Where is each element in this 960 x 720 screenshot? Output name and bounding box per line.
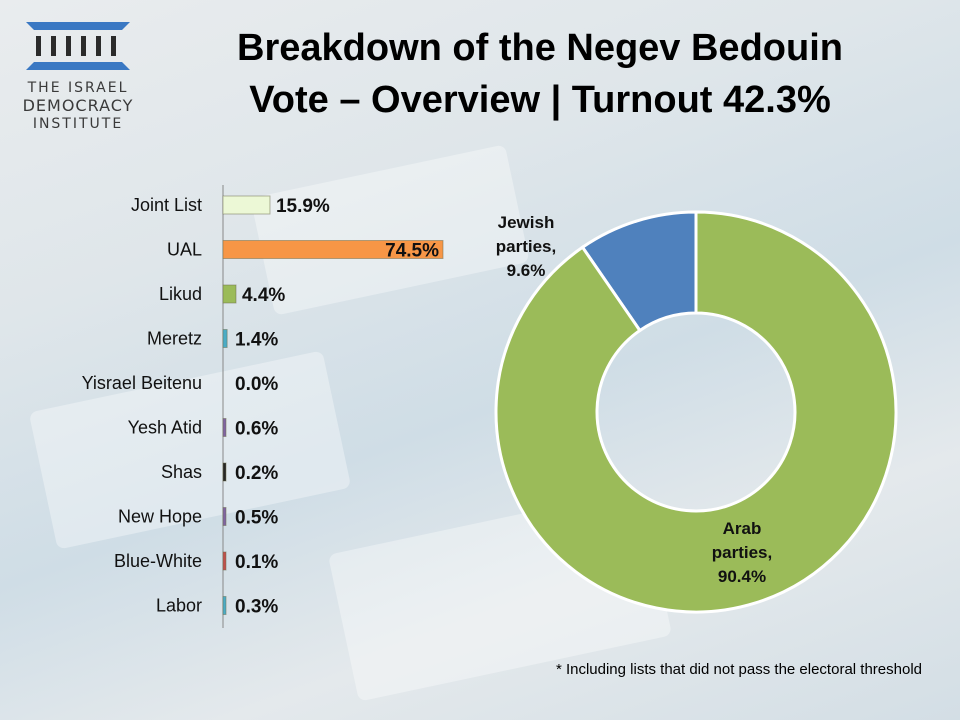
bar-yesh-atid [222,418,227,437]
bar-value-label: 0.5% [235,508,278,529]
title-line-2: Vote – Overview | Turnout 42.3% [249,79,831,121]
bar-category-label: Yesh Atid [128,418,202,438]
bar-likud [222,284,237,304]
bar-value-label: 0.3% [235,597,278,618]
donut-label: parties, [712,543,772,562]
bar-ual [222,240,444,259]
bar-value-label: 0.2% [235,463,278,484]
bar-blue-white [222,551,227,571]
bar-value-label: 0.6% [235,419,278,440]
bar-value-label: 15.9% [276,196,330,217]
bar-value-label: 4.4% [242,285,285,306]
title-line-1: Breakdown of the Negev Bedouin [237,27,843,69]
bar-new-hope [222,507,227,526]
bar-category-label: Shas [161,462,202,482]
bar-value-label: 1.4% [235,330,278,351]
bar-labor [222,596,227,615]
donut-label: 9.6% [507,261,546,280]
bar-category-label: Likud [159,284,202,304]
bar-meretz [222,329,228,348]
bar-shas [222,462,227,482]
bar-category-label: New Hope [118,507,202,527]
bar-category-label: UAL [167,240,202,260]
bar-category-label: Joint List [131,195,202,215]
bar-value-label: 0.1% [235,552,278,573]
donut-label: Arab [723,519,762,538]
bar-joint-list [222,195,271,215]
donut-label: 90.4% [718,567,766,586]
bar-category-label: Blue-White [114,551,202,571]
logo-line-1: THE ISRAEL [27,80,129,96]
donut-label: parties, [496,237,556,256]
bar-value-label: 74.5% [385,241,439,262]
logo-line-2: DEMOCRACY [22,96,134,115]
logo-line-3: INSTITUTE [32,116,124,132]
bar-value-label: 0.0% [235,374,278,395]
page-title: Breakdown of the Negev Bedouin Vote – Ov… [160,22,920,126]
donut-label: Jewish [498,213,555,232]
footnote: * Including lists that did not pass the … [555,661,922,678]
bar-category-label: Meretz [147,329,202,349]
logo: THE ISRAEL DEMOCRACY INSTITUTE [18,18,138,133]
donut-slice-arab-parties [494,210,898,614]
bar-category-label: Yisrael Beitenu [82,373,202,393]
institute-building-icon [26,22,130,70]
bar-category-label: Labor [156,596,202,616]
